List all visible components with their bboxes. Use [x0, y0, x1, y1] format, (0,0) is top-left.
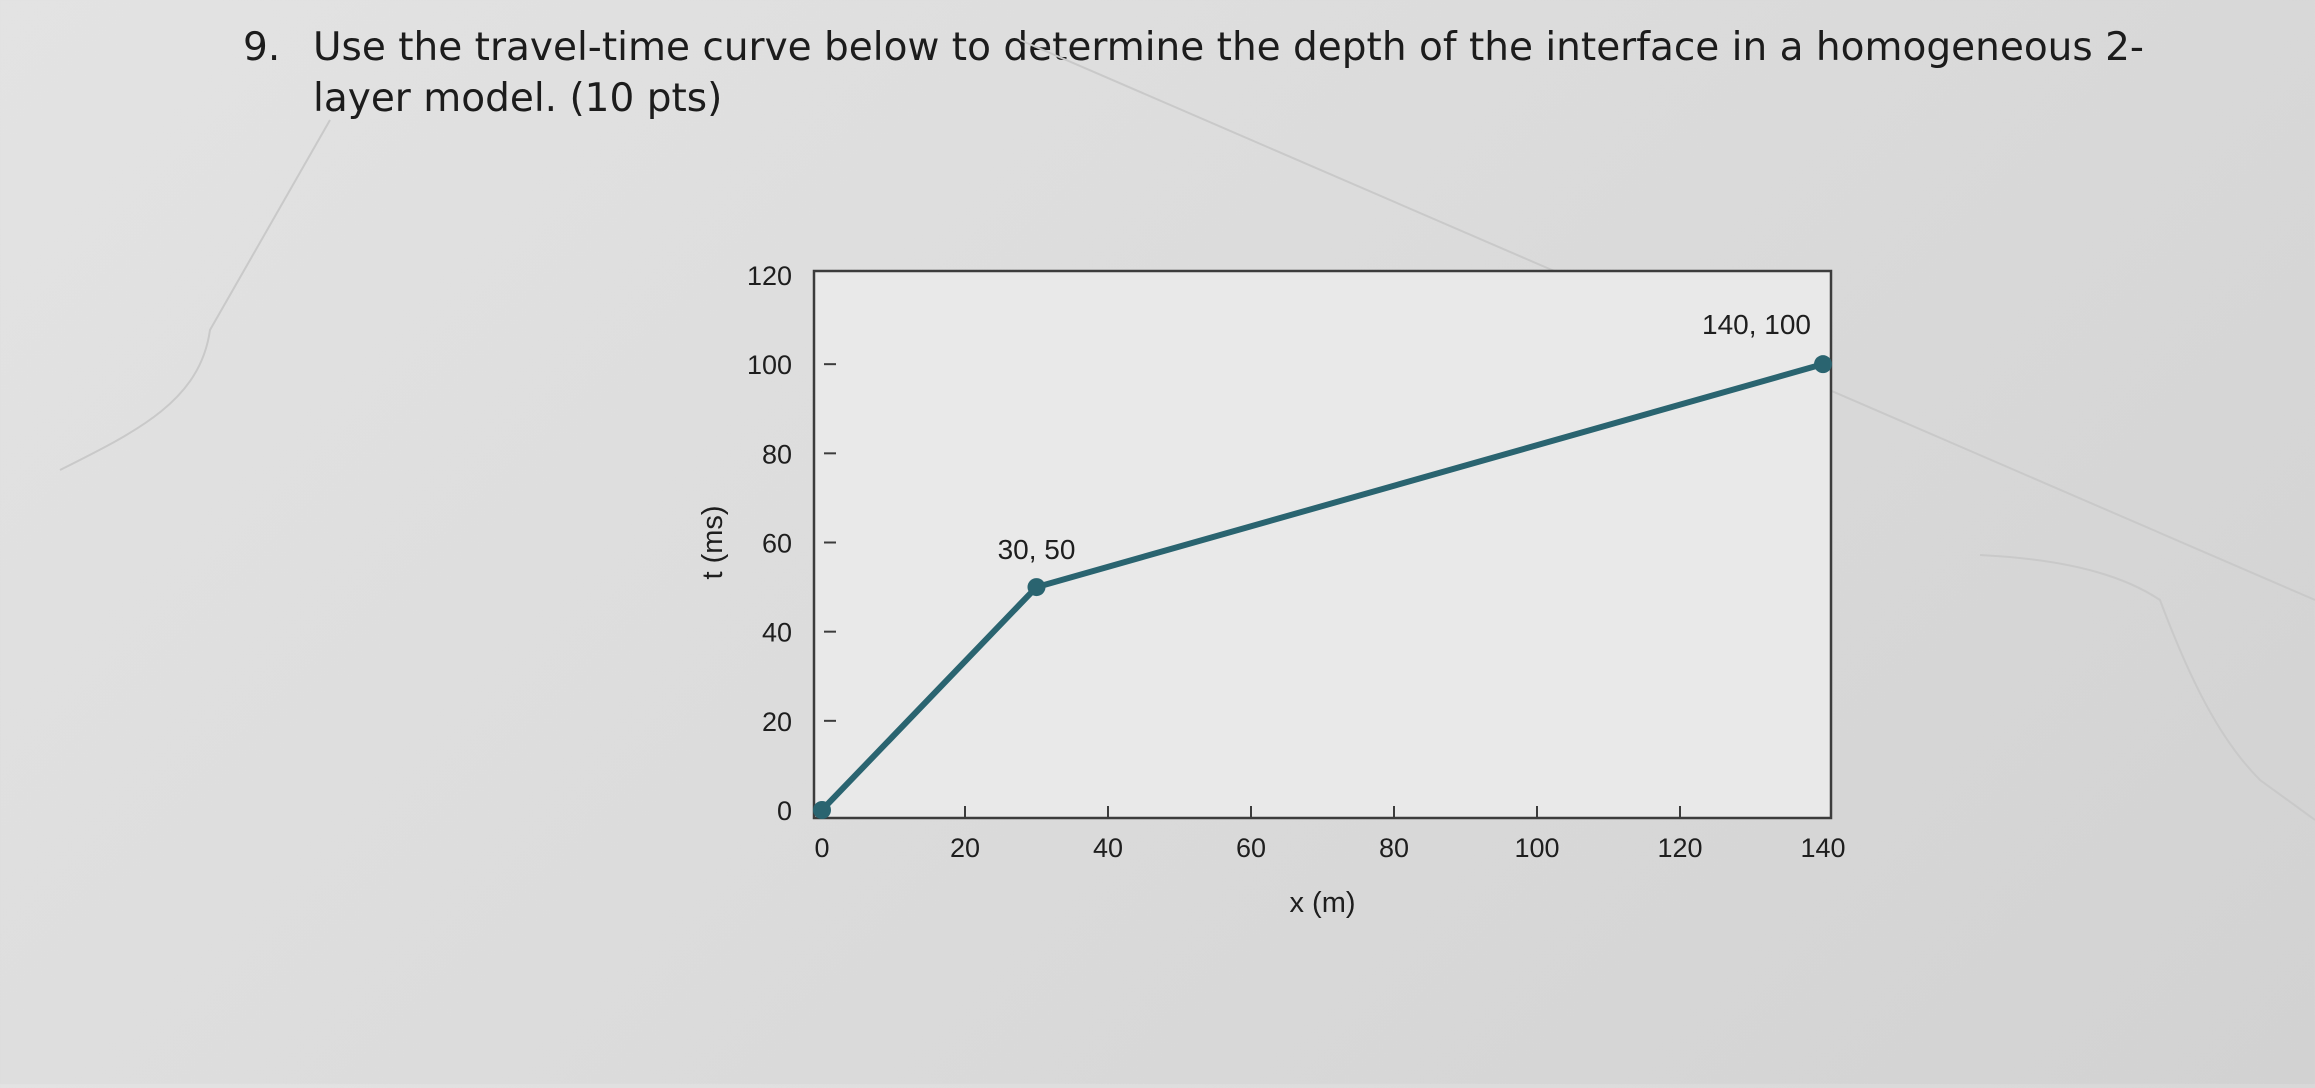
- data-point: [1814, 355, 1832, 374]
- y-tick-label: 120: [747, 261, 792, 291]
- y-tick-label: 60: [762, 529, 792, 559]
- data-points: [813, 355, 1832, 819]
- x-axis-label: x (m): [1289, 887, 1355, 919]
- x-tick-label: 0: [814, 833, 829, 863]
- y-axis-label: t (ms): [697, 505, 729, 579]
- x-tick-label: 140: [1800, 833, 1845, 863]
- y-tick-label: 80: [762, 439, 792, 469]
- data-point: [813, 801, 831, 819]
- x-tick-label: 100: [1514, 833, 1559, 863]
- plot-frame: [812, 269, 1833, 820]
- x-tick-label: 60: [1236, 833, 1266, 863]
- x-tick-label: 20: [950, 833, 980, 863]
- point-annotations: 30, 50 140, 100: [998, 309, 1811, 565]
- data-label: 140, 100: [1702, 309, 1811, 340]
- question-number: 9.: [243, 25, 281, 70]
- y-axis: 0 20 40 60 80 100 120: [747, 261, 836, 826]
- y-tick-label: 100: [747, 350, 792, 380]
- question-text-block: 9. Use the travel-time curve below to de…: [243, 22, 2193, 125]
- y-tick-label: 20: [762, 707, 792, 737]
- data-point: [1027, 578, 1046, 597]
- x-tick-label: 120: [1657, 833, 1702, 863]
- x-axis: 0 20 40 60 80 100 120 140: [814, 806, 1846, 863]
- question-prompt: Use the travel-time curve below to deter…: [313, 25, 2145, 122]
- x-tick-label: 40: [1093, 833, 1123, 863]
- y-tick-label: 0: [777, 796, 792, 826]
- y-tick-label: 40: [762, 618, 792, 648]
- data-label: 30, 50: [998, 534, 1076, 565]
- x-tick-label: 80: [1379, 833, 1409, 863]
